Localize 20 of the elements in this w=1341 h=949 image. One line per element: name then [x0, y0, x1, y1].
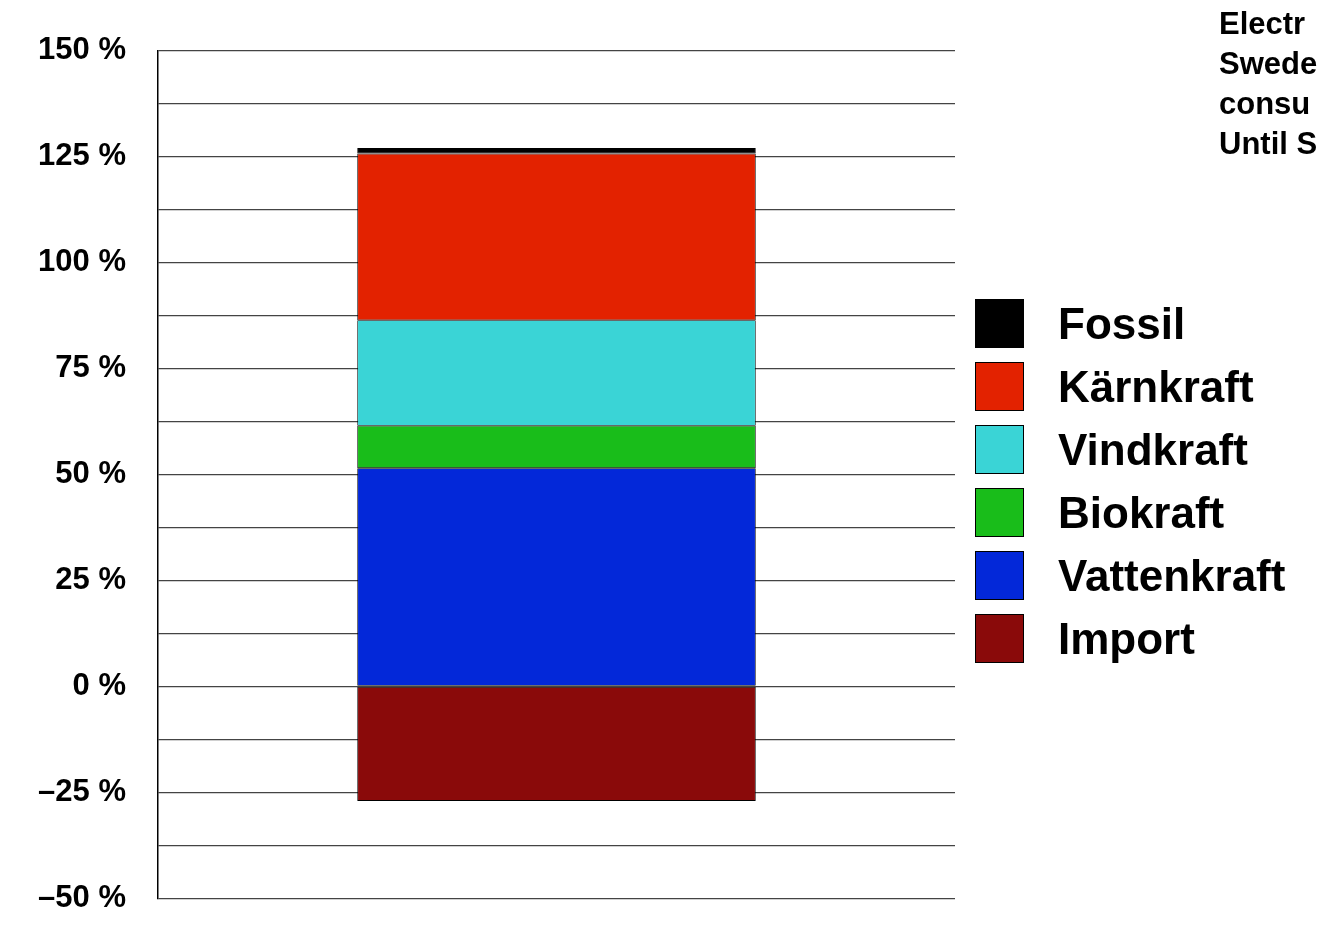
- legend-label: Vattenkraft: [1058, 550, 1286, 601]
- y-tick-label: 50 %: [55, 455, 126, 491]
- y-tick-label: 25 %: [55, 561, 126, 597]
- y-tick-label: 75 %: [55, 349, 126, 385]
- text: consu: [1219, 85, 1312, 123]
- legend-label: Kärnkraft: [1058, 361, 1254, 412]
- legend-label: Biokraft: [1058, 487, 1225, 538]
- y-tick-label: 100 %: [38, 243, 126, 279]
- y-tick-label: 150 %: [38, 31, 126, 67]
- y-tick-label: 125 %: [38, 137, 126, 173]
- legend-label: Fossil: [1058, 298, 1186, 349]
- legend-label: Import: [1058, 613, 1195, 664]
- text: Swede: [1219, 45, 1318, 83]
- legend-label: Vindkraft: [1058, 424, 1248, 475]
- text: Electr: [1219, 5, 1307, 43]
- y-tick-label: 0 %: [72, 667, 126, 702]
- bar: [357, 148, 756, 154]
- y-tick-label: –25 %: [38, 772, 126, 808]
- y-tick-label: –50 %: [38, 878, 126, 914]
- text: Until S: [1219, 125, 1318, 163]
